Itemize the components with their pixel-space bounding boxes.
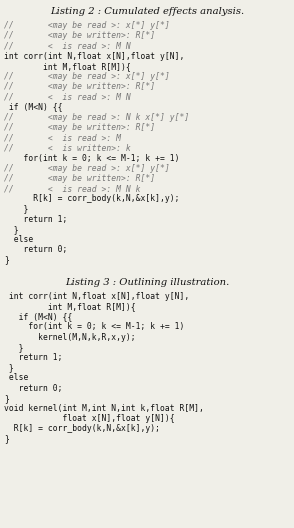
Text: }: }: [4, 225, 19, 234]
Text: //       <may be written>: R[*]: // <may be written>: R[*]: [4, 82, 155, 91]
Text: }: }: [4, 343, 24, 352]
Text: Listing 3 : Outlining illustration.: Listing 3 : Outlining illustration.: [65, 278, 229, 287]
Text: int corr(int N,float x[N],float y[N],: int corr(int N,float x[N],float y[N],: [4, 292, 189, 301]
Text: }: }: [4, 363, 14, 372]
Text: }: }: [4, 394, 9, 403]
Text: //       <may be read >: x[*] y[*]: // <may be read >: x[*] y[*]: [4, 72, 170, 81]
Text: return 1;: return 1;: [4, 215, 67, 224]
Text: }: }: [4, 435, 9, 444]
Text: //       <  is written>: k: // < is written>: k: [4, 144, 131, 153]
Text: //       <may be written>: R[*]: // <may be written>: R[*]: [4, 174, 155, 183]
Text: //       <  is read >: M N k: // < is read >: M N k: [4, 184, 141, 193]
Text: int M,float R[M]){: int M,float R[M]){: [4, 62, 131, 71]
Text: void kernel(int M,int N,int k,float R[M],: void kernel(int M,int N,int k,float R[M]…: [4, 404, 204, 413]
Text: int corr(int N,float x[N],float y[N],: int corr(int N,float x[N],float y[N],: [4, 52, 184, 61]
Text: return 1;: return 1;: [4, 353, 63, 362]
Text: for(int k = 0; k <= M-1; k += 1): for(int k = 0; k <= M-1; k += 1): [4, 154, 180, 163]
Text: //       <  is read >: M: // < is read >: M: [4, 133, 121, 142]
Text: Listing 2 : Cumulated effects analysis.: Listing 2 : Cumulated effects analysis.: [50, 7, 244, 16]
Text: //       <  is read >: M N: // < is read >: M N: [4, 41, 131, 50]
Text: int M,float R[M]){: int M,float R[M]){: [4, 302, 136, 311]
Text: kernel(M,N,k,R,x,y);: kernel(M,N,k,R,x,y);: [4, 333, 136, 342]
Text: return 0;: return 0;: [4, 384, 63, 393]
Text: //       <may be read >: N k x[*] y[*]: // <may be read >: N k x[*] y[*]: [4, 113, 189, 122]
Text: R[k] = corr_body(k,N,&x[k],y);: R[k] = corr_body(k,N,&x[k],y);: [4, 425, 160, 433]
Text: //       <  is read >: M N: // < is read >: M N: [4, 92, 131, 101]
Text: if (M<N) {{: if (M<N) {{: [4, 102, 63, 111]
Text: for(int k = 0; k <= M-1; k += 1): for(int k = 0; k <= M-1; k += 1): [4, 323, 184, 332]
Text: R[k] = corr_body(k,N,&x[k],y);: R[k] = corr_body(k,N,&x[k],y);: [4, 194, 180, 203]
Text: float x[N],float y[N]){: float x[N],float y[N]){: [4, 414, 175, 423]
Text: return 0;: return 0;: [4, 246, 67, 254]
Text: else: else: [4, 235, 33, 244]
Text: }: }: [4, 204, 29, 214]
Text: else: else: [4, 373, 29, 382]
Text: //       <may be read >: x[*] y[*]: // <may be read >: x[*] y[*]: [4, 164, 170, 173]
Text: //       <may be read >: x[*] y[*]: // <may be read >: x[*] y[*]: [4, 21, 170, 30]
Text: //       <may be written>: R[*]: // <may be written>: R[*]: [4, 31, 155, 40]
Text: if (M<N) {{: if (M<N) {{: [4, 312, 72, 321]
Text: //       <may be written>: R[*]: // <may be written>: R[*]: [4, 123, 155, 132]
Text: }: }: [4, 256, 9, 265]
